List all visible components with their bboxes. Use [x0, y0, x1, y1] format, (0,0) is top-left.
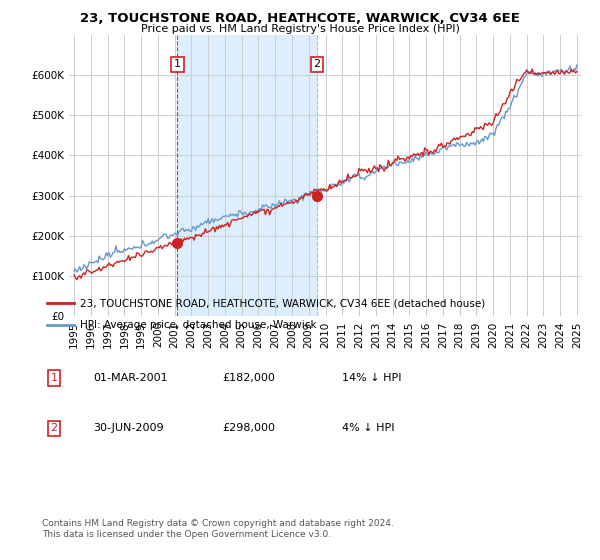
Text: HPI: Average price, detached house, Warwick: HPI: Average price, detached house, Warw…	[80, 320, 316, 330]
Text: 2: 2	[314, 59, 320, 69]
Text: Contains HM Land Registry data © Crown copyright and database right 2024.
This d: Contains HM Land Registry data © Crown c…	[42, 520, 394, 539]
Text: 2: 2	[50, 423, 58, 433]
Text: £298,000: £298,000	[222, 423, 275, 433]
Text: 4% ↓ HPI: 4% ↓ HPI	[342, 423, 395, 433]
Text: 30-JUN-2009: 30-JUN-2009	[93, 423, 164, 433]
Text: Price paid vs. HM Land Registry's House Price Index (HPI): Price paid vs. HM Land Registry's House …	[140, 24, 460, 34]
Text: £182,000: £182,000	[222, 373, 275, 383]
Text: 1: 1	[174, 59, 181, 69]
Text: 1: 1	[50, 373, 58, 383]
Text: 23, TOUCHSTONE ROAD, HEATHCOTE, WARWICK, CV34 6EE (detached house): 23, TOUCHSTONE ROAD, HEATHCOTE, WARWICK,…	[80, 298, 485, 308]
Text: 23, TOUCHSTONE ROAD, HEATHCOTE, WARWICK, CV34 6EE: 23, TOUCHSTONE ROAD, HEATHCOTE, WARWICK,…	[80, 12, 520, 25]
Bar	[178, 35, 317, 316]
Text: 01-MAR-2001: 01-MAR-2001	[93, 373, 167, 383]
Text: 14% ↓ HPI: 14% ↓ HPI	[342, 373, 401, 383]
